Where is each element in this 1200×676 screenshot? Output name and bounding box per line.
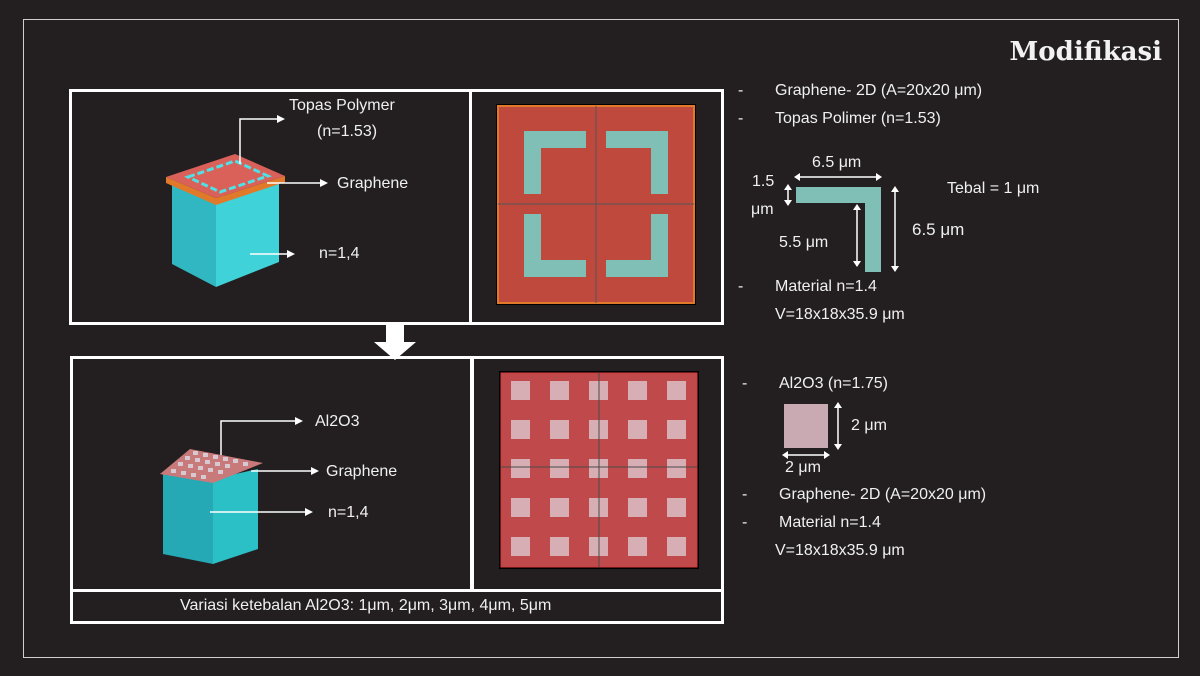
al2o3-square-cell (511, 459, 530, 478)
graphene-ring (183, 159, 273, 194)
al2o3-pointer (220, 420, 295, 455)
al2o3-bottom-label: 2 μm (785, 459, 821, 476)
al2o3-square-cell (667, 537, 686, 556)
topas-index-label: (n=1.53) (317, 123, 378, 140)
al2o3-side-label: 2 μm (851, 417, 887, 434)
topas-slab-side (166, 176, 285, 205)
top-right-panel (469, 89, 724, 325)
al2o3-square-cell (628, 459, 647, 478)
al2o3-square-cell (511, 381, 530, 400)
dim-thickness-label-2: μm (751, 201, 774, 218)
dim-width-label: 6.5 μm (812, 154, 862, 171)
tebal-label: Tebal = 1 μm (947, 180, 1040, 197)
top-bullet-graphene: Graphene- 2D (A=20x20 μm) (775, 82, 983, 99)
al2o3-square-cell (550, 498, 569, 517)
al2o3-dimension-diagram (782, 402, 842, 459)
al2o3-square-cell (628, 498, 647, 517)
al2o3-square-cell (667, 498, 686, 517)
al2o3-square-cell (550, 420, 569, 439)
teal-l-shapes (524, 131, 668, 277)
al2o3-square-cell (550, 537, 569, 556)
al2o3-square-cell (667, 381, 686, 400)
n-label-2: n=1,4 (328, 504, 369, 521)
dim-inner-label: 5.5 μm (779, 234, 829, 251)
slide-title: Modifikasi (1009, 37, 1162, 67)
bottom-cube-diagram (160, 417, 319, 564)
n-label: n=1,4 (319, 245, 360, 262)
al2o3-square-cell (628, 420, 647, 439)
bottom-bullet-material: Material n=1.4 (779, 514, 881, 531)
al2o3-square-cell (511, 498, 530, 517)
top-cube-diagram (166, 115, 328, 287)
top-view-diagram (496, 104, 696, 305)
al2o3-square-cell (550, 459, 569, 478)
thickness-caption: Variasi ketebalan Al2O3: 1μm, 2μm, 3μm, … (180, 597, 552, 614)
al2o3-label: Al2O3 (315, 413, 360, 430)
topas-slab-top (166, 154, 285, 198)
down-arrow (374, 322, 416, 360)
topas-pointer (239, 118, 277, 164)
cube-left-face (172, 184, 216, 287)
top-bullet-material: Material n=1.4 (775, 278, 877, 295)
al2o3-squares-3d (171, 451, 248, 479)
bottom-view-diagram (499, 371, 699, 569)
al2o3-square-cell (628, 381, 647, 400)
cube-right-face (216, 182, 279, 287)
slide-frame (23, 19, 1179, 658)
al2o3-square-cell (667, 420, 686, 439)
caption-box (70, 589, 724, 624)
l-shape-dimension-diagram (784, 173, 899, 272)
al2o3-square-cell (667, 459, 686, 478)
top-bullet-volume: V=18x18x35.9 μm (775, 306, 905, 323)
cube-left-face-2 (163, 474, 213, 564)
al2o3-square-cell (511, 420, 530, 439)
dim-thickness-label-1: 1.5 (752, 173, 775, 190)
bottom-bullet-graphene: Graphene- 2D (A=20x20 μm) (779, 486, 987, 503)
top-bullet-topas: Topas Polimer (n=1.53) (775, 110, 941, 127)
graphene-label: Graphene (337, 175, 409, 192)
al2o3-square (784, 404, 828, 448)
bottom-bullet-volume: V=18x18x35.9 μm (775, 542, 905, 559)
dim-height-label: 6.5 μm (912, 220, 965, 239)
al2o3-square-cell (628, 537, 647, 556)
topas-label: Topas Polymer (289, 97, 395, 114)
al2o3-square-cell (511, 537, 530, 556)
l-shape-horizontal (796, 187, 881, 203)
bottom-bullet-al2o3: Al2O3 (n=1.75) (779, 375, 888, 392)
graphene-label-2: Graphene (326, 463, 398, 480)
cube-right-face-2 (213, 469, 258, 564)
al2o3-square-cell (550, 381, 569, 400)
l-shape-vertical (865, 187, 881, 272)
